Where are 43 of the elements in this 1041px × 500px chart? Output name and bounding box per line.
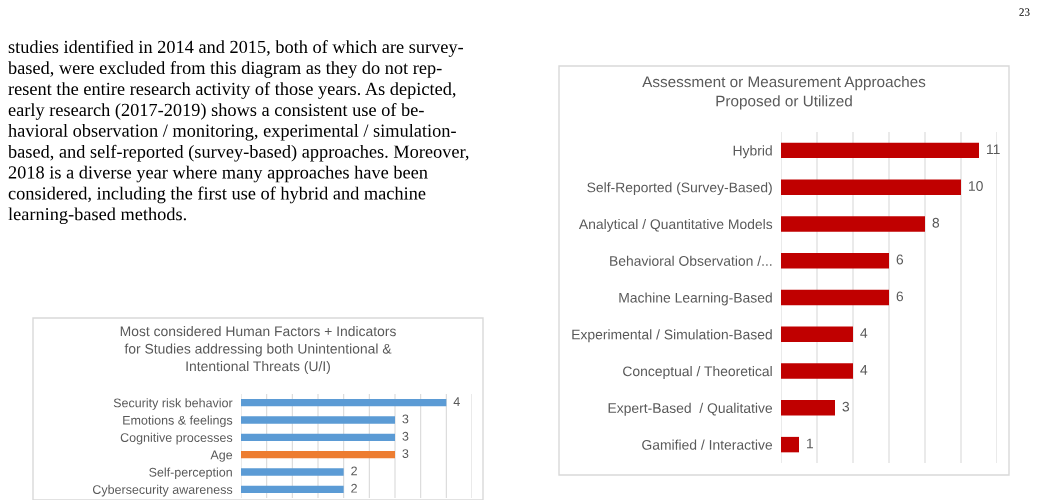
bar <box>781 289 889 306</box>
data-label: 2 <box>351 483 357 493</box>
bar <box>781 142 979 159</box>
data-label: 4 <box>860 328 868 338</box>
y-tick-label: Machine Learning-Based <box>619 292 772 306</box>
data-label: 8 <box>932 217 940 228</box>
data-label: 4 <box>860 365 868 375</box>
data-label: 3 <box>842 401 850 412</box>
y-tick-label: Experimental / Simulation-Based <box>572 329 772 343</box>
y-tick-label: Gamified / Interactive <box>642 439 773 450</box>
data-label: 2 <box>351 466 357 476</box>
data-label: 6 <box>896 254 904 265</box>
y-tick-label: Cybersecurity awareness <box>92 484 233 497</box>
y-tick-label: Self-perception <box>149 467 232 480</box>
bar <box>781 216 925 232</box>
text: 23 <box>1019 8 1030 16</box>
bar <box>781 326 853 342</box>
data-label: 3 <box>402 431 409 441</box>
bar <box>781 253 889 269</box>
y-tick-label: Age <box>210 450 233 462</box>
y-tick-label: Hybrid <box>733 145 772 159</box>
data-label: 10 <box>969 181 983 191</box>
bar <box>781 179 961 195</box>
y-tick-label: Expert-Based / Qualitative <box>608 402 773 416</box>
text: studies identified in 2014 and 2015, both of which are survey- based, were excluded from this diagram as they do not rep- resent the entire research activity of those years. As depicted, early research (2017-2019) shows a consistent use of be- havioral observation / monitoring, experimental / simulation- based, and self-reported (survey-based) approaches. Moreover, 2018 is a diverse year where many approaches have been considered, including the first use of hybrid and machine learning-based methods. <box>8 40 469 225</box>
bar <box>781 436 799 453</box>
y-tick-label: Cognitive processes <box>120 432 233 445</box>
chart-title: Assessment or Measurement Approaches Proposed or Utilized <box>642 76 926 110</box>
y-tick-label: Behavioral Observation /... <box>610 255 772 266</box>
data-label: 3 <box>402 449 409 459</box>
data-label: 6 <box>896 291 904 302</box>
y-tick-label: Self-Reported (Survey-Based) <box>587 182 772 196</box>
bar <box>781 400 835 416</box>
chart-title: Most considered Human Factors + Indicators for Studies addressing both Unintentional & Intentional Threats (U/I) <box>120 326 396 374</box>
data-label: 4 <box>453 397 460 406</box>
y-tick-label: Security risk behavior <box>113 398 233 410</box>
data-label: 1 <box>807 438 813 449</box>
data-label: 11 <box>987 144 1000 154</box>
y-tick-label: Conceptual / Theoretical <box>623 366 772 379</box>
data-label: 3 <box>402 414 409 424</box>
bar <box>781 363 853 379</box>
y-tick-label: Emotions & feelings <box>123 415 233 428</box>
y-tick-label: Analytical / Quantitative Models <box>578 218 773 232</box>
